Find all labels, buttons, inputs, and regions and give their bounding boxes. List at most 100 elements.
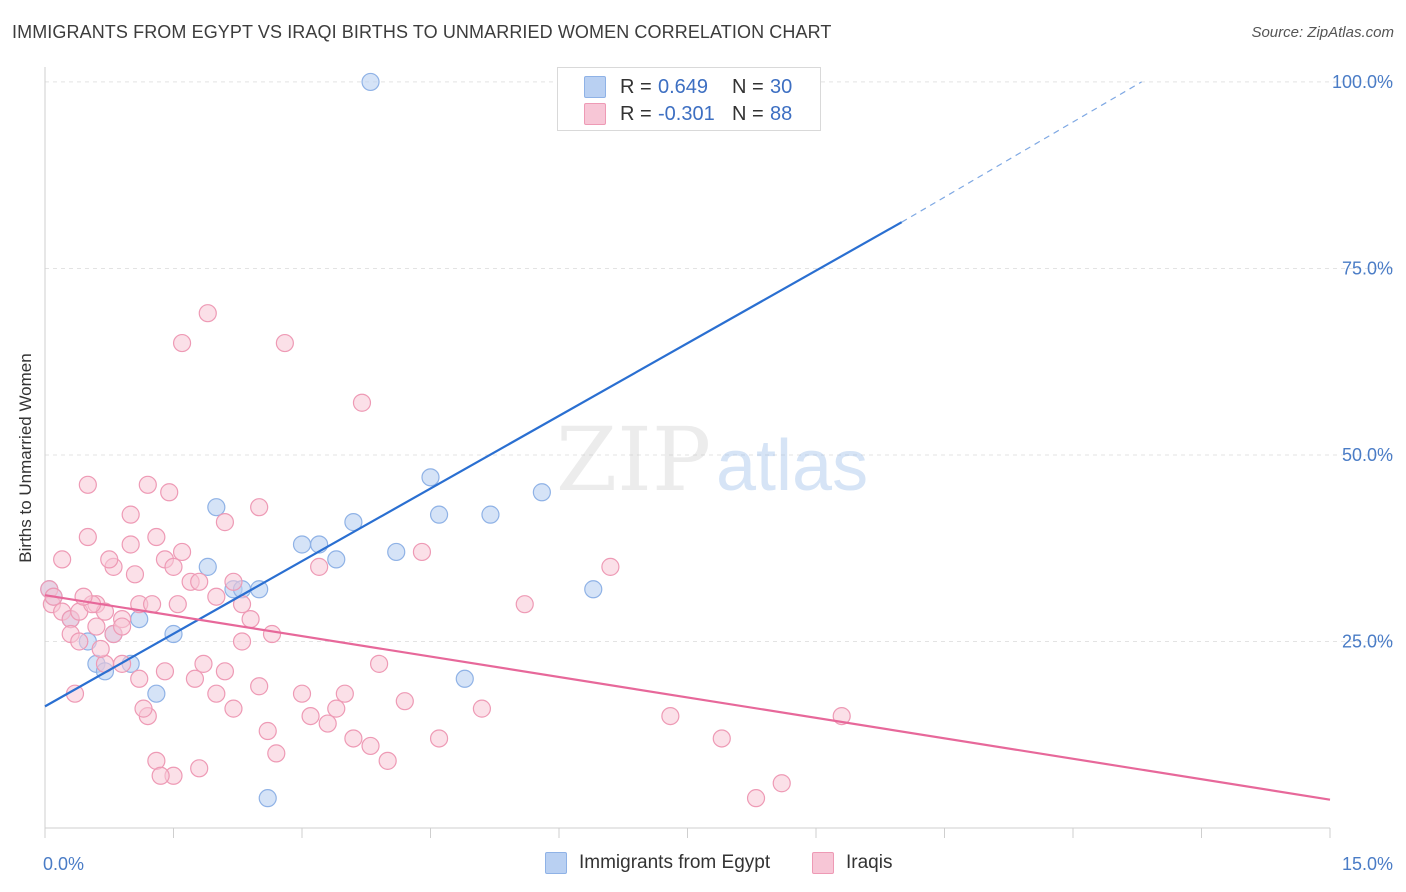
data-point-iraqis	[250, 677, 269, 696]
data-point-egypt	[292, 535, 312, 554]
data-point-iraqis	[267, 744, 286, 763]
x-tick-label-max: 15.0%	[1342, 854, 1393, 874]
watermark-atlas: atlas	[716, 426, 868, 506]
data-point-iraqis	[352, 393, 372, 412]
data-point-iraqis	[335, 684, 354, 703]
data-point-egypt	[584, 580, 603, 599]
legend-r-label: R =	[620, 102, 652, 125]
data-point-iraqis	[155, 662, 175, 681]
data-point-iraqis	[215, 513, 234, 532]
bottom-legend-label-egypt: Immigrants from Egypt	[579, 852, 771, 873]
data-point-egypt	[429, 505, 449, 524]
data-point-iraqis	[361, 736, 380, 756]
data-point-iraqis	[121, 535, 140, 554]
data-point-iraqis	[190, 572, 209, 591]
data-point-iraqis	[112, 617, 132, 636]
data-point-egypt	[421, 468, 440, 487]
data-point-iraqis	[241, 609, 260, 629]
legend-n-value-iraqis: 88	[770, 102, 793, 125]
data-point-iraqis	[327, 699, 346, 718]
data-point-iraqis	[168, 595, 187, 614]
legend-swatch-iraqis	[584, 103, 606, 125]
data-point-iraqis	[87, 617, 106, 636]
data-point-iraqis	[515, 595, 534, 614]
legend-r-label: R =	[620, 75, 652, 98]
data-point-iraqis	[712, 729, 731, 748]
y-tick-label: 50.0%	[1342, 445, 1393, 465]
bottom-legend-swatch-iraqis	[812, 852, 834, 874]
data-point-iraqis	[275, 333, 294, 353]
data-point-iraqis	[172, 333, 192, 353]
data-point-iraqis	[100, 550, 119, 569]
data-point-egypt	[207, 498, 226, 517]
data-point-iraqis	[121, 505, 140, 524]
data-point-egypt	[361, 72, 380, 92]
data-point-egypt	[532, 483, 551, 502]
legend-swatch-egypt	[584, 76, 606, 98]
data-point-egypt	[147, 684, 166, 703]
series-iraqis-points	[40, 304, 851, 808]
data-point-iraqis	[78, 475, 97, 494]
data-point-iraqis	[215, 662, 234, 681]
y-tick-label: 100.0%	[1332, 72, 1393, 92]
data-point-egypt	[198, 557, 217, 576]
data-point-iraqis	[661, 706, 680, 726]
legend-n-label: N =	[732, 102, 764, 125]
data-point-iraqis	[301, 706, 320, 726]
bottom-legend-egypt: Immigrants from Egypt	[545, 852, 770, 874]
x-tick-label-min: 0.0%	[43, 854, 84, 874]
data-point-iraqis	[370, 654, 389, 673]
data-point-iraqis	[224, 572, 243, 591]
data-point-egypt	[481, 505, 500, 524]
data-point-iraqis	[70, 632, 89, 651]
legend-r-value-egypt: 0.649	[658, 75, 709, 98]
data-point-iraqis	[130, 669, 149, 688]
bottom-legend-swatch-egypt	[545, 852, 567, 874]
data-point-egypt	[344, 513, 363, 532]
data-point-egypt	[327, 550, 346, 569]
data-point-iraqis	[125, 565, 145, 584]
data-point-iraqis	[53, 550, 72, 569]
data-point-egypt	[387, 542, 406, 562]
data-point-iraqis	[160, 483, 179, 502]
legend-n-label: N =	[732, 75, 764, 98]
data-point-iraqis	[262, 624, 282, 644]
data-point-iraqis	[147, 751, 166, 770]
data-point-iraqis	[147, 527, 166, 547]
data-point-iraqis	[472, 699, 491, 718]
data-point-iraqis	[224, 699, 243, 718]
data-point-iraqis	[134, 699, 153, 718]
data-point-iraqis	[194, 654, 213, 673]
data-point-egypt	[258, 789, 277, 808]
bottom-legend-label-iraqis: Iraqis	[846, 852, 893, 873]
data-point-iraqis	[601, 557, 620, 576]
data-point-iraqis	[138, 475, 157, 494]
data-point-iraqis	[151, 766, 170, 785]
data-point-iraqis	[429, 729, 449, 748]
data-point-iraqis	[232, 632, 252, 651]
source-label: Source: ZipAtlas.com	[1251, 24, 1394, 41]
data-point-iraqis	[142, 595, 162, 614]
watermark: ZIP atlas	[556, 408, 868, 511]
data-point-iraqis	[292, 684, 312, 703]
trendline-egypt-extension	[901, 81, 1142, 223]
data-point-iraqis	[164, 557, 183, 576]
data-point-iraqis	[772, 774, 791, 793]
data-point-iraqis	[78, 527, 97, 547]
data-point-iraqis	[91, 639, 110, 659]
data-point-iraqis	[258, 721, 277, 741]
tick-labels: 25.0% 50.0% 75.0% 100.0% 0.0% 15.0%	[43, 72, 1393, 874]
data-point-iraqis	[344, 729, 363, 748]
data-point-iraqis	[746, 789, 766, 808]
legend-row-egypt: R = 0.649 N = 30	[584, 74, 792, 100]
chart-title: IMMIGRANTS FROM EGYPT VS IRAQI BIRTHS TO…	[12, 22, 832, 42]
data-point-iraqis	[318, 714, 337, 733]
bottom-legend-iraqis: Iraqis	[812, 852, 892, 874]
correlation-legend: R = 0.649 N = 30 R = -0.301 N = 88	[557, 67, 821, 131]
data-point-iraqis	[250, 498, 269, 517]
legend-n-value-egypt: 30	[770, 75, 793, 98]
grid-lines	[45, 81, 1395, 642]
data-point-iraqis	[185, 669, 205, 688]
y-tick-label: 75.0%	[1342, 258, 1393, 278]
